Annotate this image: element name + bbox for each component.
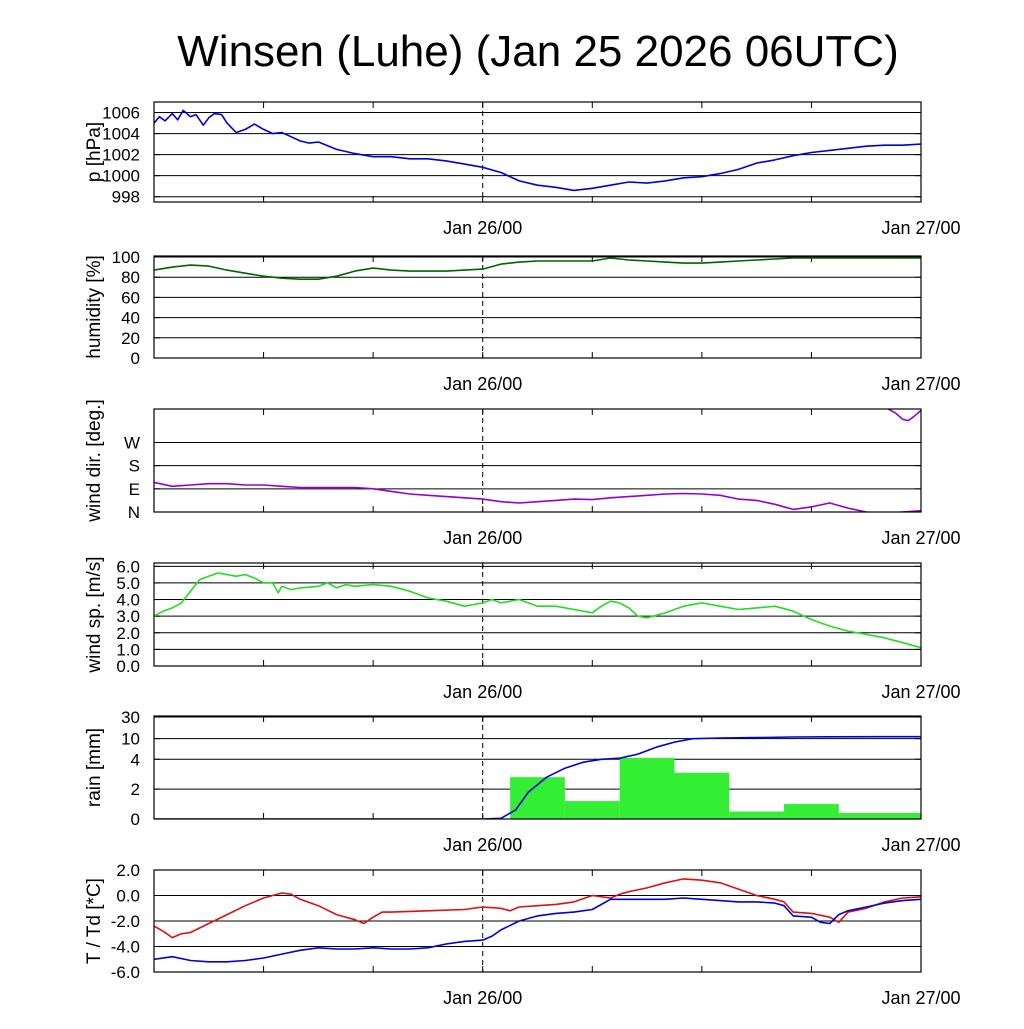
panel-humidity-series-line-0 (154, 257, 921, 281)
panel-wind_direction-ylabel: wind dir. [deg.] (84, 399, 105, 523)
panel-temperature_dewpoint-xtick-label: Jan 26/00 (443, 988, 522, 1008)
panel-pressure-ylabel: p [hPa] (84, 122, 105, 182)
panel-rain-ytick-label: 4 (131, 750, 140, 769)
panel-wind_direction-frame (153, 408, 922, 513)
panel-rain-bar (619, 757, 675, 819)
panel-rain-frame (153, 715, 922, 820)
panel-rain-xtick-label: Jan 27/00 (881, 835, 960, 855)
panel-wind_speed-xtick-label: Jan 27/00 (881, 682, 960, 702)
panel-pressure-ytick-label: 998 (112, 188, 140, 207)
panel-rain-bar (729, 811, 785, 819)
panel-wind_speed-ytick-label: 2.0 (116, 624, 140, 643)
panel-wind_speed-xtick-label: Jan 26/00 (443, 682, 522, 702)
panel-humidity-xtick-label: Jan 27/00 (881, 374, 960, 394)
panel-wind_direction-series-line-0 (154, 481, 921, 512)
panel-wind_speed-ytick-label: 5.0 (116, 574, 140, 593)
panel-wind_direction-ytick-label: W (124, 433, 140, 452)
panel-humidity-ylabel: humidity [%] (84, 255, 105, 358)
panel-wind_direction-series-line-1 (887, 409, 921, 422)
panel-pressure-ytick-label: 1006 (102, 104, 140, 123)
panel-pressure-ytick-label: 1000 (102, 167, 140, 186)
panel-temperature_dewpoint-xtick-label: Jan 27/00 (881, 988, 960, 1008)
panel-humidity-ytick-label: 20 (121, 329, 140, 348)
panel-wind_speed-ytick-label: 1.0 (116, 640, 140, 659)
panel-wind_speed-ytick-label: 0.0 (116, 657, 140, 676)
panel-wind_direction-ytick-label: S (129, 457, 140, 476)
panel-rain-bar (510, 777, 565, 819)
panel-humidity-ytick-label: 100 (112, 248, 140, 267)
panel-pressure-frame (153, 101, 922, 203)
panel-temperature_dewpoint-series-line-1 (154, 897, 921, 963)
panel-temperature_dewpoint-ytick-label: 0.0 (116, 887, 140, 906)
panel-rain-ytick-label: 2 (131, 780, 140, 799)
panel-humidity-frame (153, 255, 922, 359)
panel-pressure-series-line-0 (154, 109, 921, 192)
panel-wind_speed-ylabel: wind sp. [m/s] (84, 556, 105, 673)
panel-wind_speed-ytick-label: 6.0 (116, 557, 140, 576)
panel-temperature_dewpoint-ytick-label: -4.0 (111, 938, 140, 957)
panel-rain-bar (674, 772, 730, 819)
panel-wind_direction-xtick-label: Jan 26/00 (443, 528, 522, 548)
panel-wind_speed-frame (153, 562, 922, 667)
panel-temperature_dewpoint-series-line-0 (154, 878, 921, 939)
panel-rain-bar (838, 813, 921, 819)
chart-title: Winsen (Luhe) (Jan 25 2026 06UTC) (177, 27, 898, 76)
panel-rain-bar (784, 804, 839, 819)
panel-rain-ylabel: rain [mm] (84, 728, 105, 807)
panel-temperature_dewpoint-ytick-label: 2.0 (116, 861, 140, 880)
panel-wind_speed-ytick-label: 4.0 (116, 591, 140, 610)
panel-pressure-xtick-label: Jan 27/00 (881, 218, 960, 238)
panel-temperature_dewpoint-ytick-label: -2.0 (111, 912, 140, 931)
panel-humidity-ytick-label: 40 (121, 309, 140, 328)
panel-wind_direction-ytick-label: E (129, 480, 140, 499)
panel-temperature_dewpoint-ytick-label: -6.0 (111, 963, 140, 982)
panel-humidity-ytick-label: 0 (131, 349, 140, 368)
panel-pressure-ytick-label: 1004 (102, 125, 140, 144)
panel-rain-ytick-label: 0 (131, 810, 140, 829)
panel-pressure-ytick-label: 1002 (102, 146, 140, 165)
panel-temperature_dewpoint-frame (153, 869, 922, 973)
panel-rain-bar (564, 801, 620, 819)
panel-wind_direction-xtick-label: Jan 27/00 (881, 528, 960, 548)
panel-humidity-ytick-label: 60 (121, 288, 140, 307)
panel-temperature_dewpoint-ylabel: T / Td [*C] (84, 878, 105, 964)
panel-rain-ytick-label: 30 (121, 708, 140, 727)
panel-pressure-xtick-label: Jan 26/00 (443, 218, 522, 238)
panel-wind_speed-series-line-0 (154, 572, 921, 649)
panel-rain-ytick-label: 10 (121, 730, 140, 749)
panel-humidity-xtick-label: Jan 26/00 (443, 374, 522, 394)
panel-rain-series-line-0 (154, 735, 921, 819)
panel-rain-xtick-label: Jan 26/00 (443, 835, 522, 855)
panel-wind_direction-ytick-label: N (128, 503, 140, 522)
panel-humidity-ytick-label: 80 (121, 268, 140, 287)
panel-wind_speed-ytick-label: 3.0 (116, 607, 140, 626)
